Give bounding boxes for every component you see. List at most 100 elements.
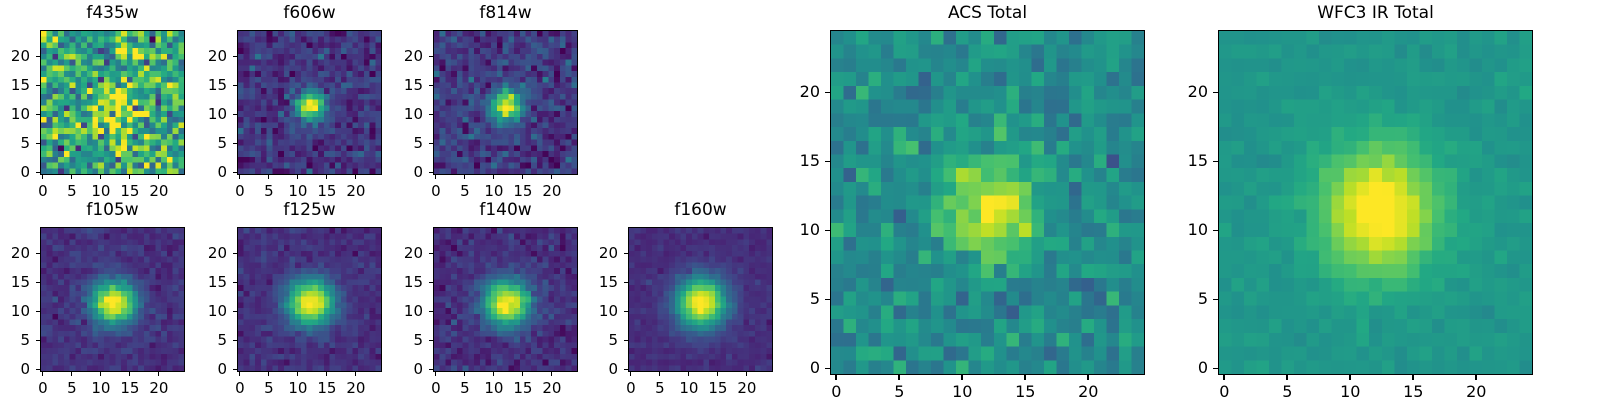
x-tick-mark <box>354 175 357 179</box>
x-tick-label: 5 <box>264 379 274 397</box>
y-tick-label: 5 <box>217 134 227 153</box>
x-tick-mark <box>629 372 632 376</box>
x-tick-mark <box>463 175 466 179</box>
x-tick-label: 15 <box>513 182 533 200</box>
y-tick-label: 0 <box>608 360 618 379</box>
x-tick-mark <box>492 372 495 376</box>
y-tick-label: 20 <box>207 244 227 263</box>
x-tick-label: 10 <box>484 182 504 200</box>
y-axis-f435w: 0 5 10 15 20 <box>0 30 40 181</box>
y-tick-label: 15 <box>10 76 30 95</box>
y-axis-f105w: 0 5 10 15 20 <box>0 227 40 378</box>
y-tick-label: 20 <box>10 47 30 66</box>
x-tick-label: 15 <box>317 379 337 397</box>
x-tick-mark <box>267 175 270 179</box>
y-tick-mark <box>624 310 628 313</box>
x-tick-label: 20 <box>346 379 366 397</box>
x-tick-mark <box>128 175 131 179</box>
y-tick-label: 10 <box>207 302 227 321</box>
x-tick-label: 0 <box>431 182 441 200</box>
x-axis-f160w: 0 5 10 15 20 <box>626 372 773 398</box>
panel-title-f435w: f435w <box>86 3 139 23</box>
x-tick-mark <box>1087 375 1089 380</box>
panel-wfc3-ir-total: WFC3 IR Total 0 5 10 15 20 0 5 10 15 20 <box>1188 4 1533 400</box>
x-tick-label: 10 <box>91 379 111 397</box>
x-tick-label: 0 <box>235 379 245 397</box>
y-axis-f606w: 0 5 10 15 20 <box>193 30 237 181</box>
y-tick-label: 15 <box>207 273 227 292</box>
y-tick-mark <box>36 281 40 284</box>
panel-title-acs-total: ACS Total <box>947 3 1028 23</box>
y-tick-mark <box>429 310 433 313</box>
panel-f814w: f814w 0 5 10 15 20 0 5 10 15 20 <box>404 4 578 200</box>
y-tick-mark <box>233 252 237 255</box>
heatmap-frame-f125w <box>237 227 382 372</box>
x-tick-mark <box>1475 375 1477 380</box>
panel-title-f140w: f140w <box>479 200 532 220</box>
x-tick-mark <box>354 372 357 376</box>
y-tick-mark <box>825 91 830 94</box>
panel-f606w: f606w 0 5 10 15 20 0 5 10 15 20 <box>208 4 382 200</box>
x-tick-label: 0 <box>431 379 441 397</box>
x-tick-label: 10 <box>679 379 699 397</box>
y-tick-label: 15 <box>207 76 227 95</box>
y-tick-mark <box>429 84 433 87</box>
y-tick-label: 5 <box>1197 289 1208 309</box>
y-tick-mark <box>233 113 237 116</box>
x-tick-mark <box>434 175 437 179</box>
x-tick-label: 10 <box>288 182 308 200</box>
x-tick-label: 20 <box>346 182 366 200</box>
y-tick-label: 15 <box>403 273 423 292</box>
x-tick-mark <box>898 375 900 380</box>
y-tick-mark <box>1213 298 1218 301</box>
y-tick-mark <box>36 171 40 174</box>
heatmap-canvas-wfc3-ir-total <box>1219 31 1532 374</box>
y-tick-label: 15 <box>403 76 423 95</box>
y-tick-label: 0 <box>413 163 423 182</box>
y-tick-label: 10 <box>403 302 423 321</box>
x-tick-mark <box>1412 375 1414 380</box>
y-axis-wfc3-ir-total: 0 5 10 15 20 <box>1174 30 1218 378</box>
y-tick-label: 5 <box>20 331 30 350</box>
y-tick-label: 15 <box>1187 151 1208 171</box>
y-tick-mark <box>233 142 237 145</box>
y-tick-label: 10 <box>598 302 618 321</box>
heatmap-frame-acs-total <box>830 30 1145 375</box>
x-tick-mark <box>1223 375 1225 380</box>
y-tick-mark <box>233 84 237 87</box>
x-axis-f125w: 0 5 10 15 20 <box>235 372 382 398</box>
x-tick-mark <box>550 372 553 376</box>
panel-f105w: f105w 0 5 10 15 20 0 5 10 15 20 <box>11 201 185 397</box>
y-tick-label: 20 <box>799 82 820 102</box>
y-tick-label: 5 <box>413 134 423 153</box>
y-tick-label: 5 <box>217 331 227 350</box>
y-tick-mark <box>624 281 628 284</box>
y-tick-mark <box>429 339 433 342</box>
x-tick-mark <box>70 372 73 376</box>
y-tick-mark <box>624 252 628 255</box>
x-tick-label: 0 <box>38 182 48 200</box>
x-axis-f435w: 0 5 10 15 20 <box>38 175 185 201</box>
x-tick-mark <box>325 175 328 179</box>
panel-title-f606w: f606w <box>283 3 336 23</box>
x-tick-label: 5 <box>67 379 77 397</box>
x-tick-mark <box>1024 375 1026 380</box>
y-axis-f140w: 0 5 10 15 20 <box>389 227 433 378</box>
y-tick-label: 0 <box>1197 358 1208 378</box>
y-tick-label: 15 <box>10 273 30 292</box>
y-tick-mark <box>1213 367 1218 370</box>
x-tick-label: 5 <box>894 382 905 400</box>
x-tick-label: 15 <box>120 379 140 397</box>
heatmap-canvas-f105w <box>41 228 184 371</box>
y-tick-label: 5 <box>608 331 618 350</box>
x-tick-mark <box>1349 375 1351 380</box>
y-tick-label: 0 <box>809 358 820 378</box>
x-axis-f606w: 0 5 10 15 20 <box>235 175 382 201</box>
y-tick-mark <box>233 310 237 313</box>
x-axis-f814w: 0 5 10 15 20 <box>431 175 578 201</box>
y-tick-label: 20 <box>207 47 227 66</box>
y-tick-mark <box>1213 91 1218 94</box>
x-tick-label: 10 <box>288 379 308 397</box>
y-tick-label: 15 <box>799 151 820 171</box>
x-tick-label: 10 <box>952 382 973 400</box>
